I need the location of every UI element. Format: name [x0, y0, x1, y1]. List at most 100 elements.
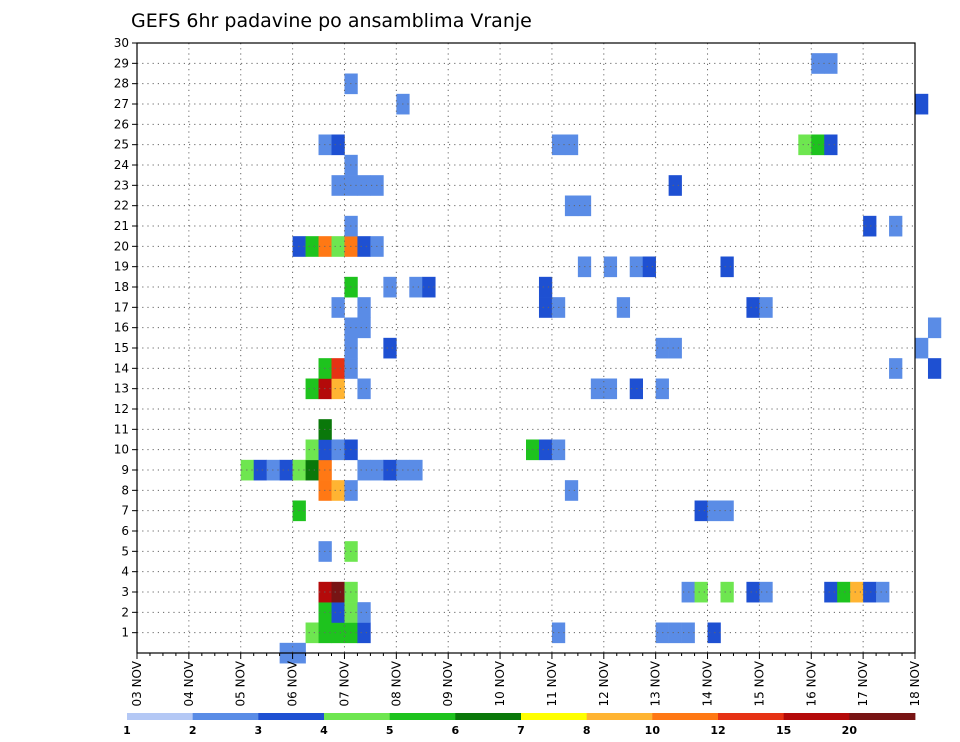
heatmap-cell	[590, 378, 605, 400]
x-tick-label: 18 NOV	[908, 660, 922, 706]
y-tick-label: 13	[114, 382, 129, 396]
heatmap-cell	[850, 581, 864, 603]
x-tick-label: 03 NOV	[130, 660, 144, 706]
heatmap-cell	[694, 581, 708, 603]
heatmap-cell	[876, 581, 890, 603]
y-tick-label: 23	[114, 178, 129, 192]
y-tick-label: 1	[121, 626, 129, 640]
x-tick-label: 13 NOV	[649, 660, 663, 706]
legend-swatch	[652, 713, 719, 720]
heatmap-cell	[824, 134, 838, 156]
x-tick-label: 05 NOV	[234, 660, 248, 706]
heatmap-cell	[305, 439, 319, 461]
heatmap-cell	[707, 622, 721, 644]
heatmap-cell	[707, 500, 721, 522]
heatmap-cell	[253, 459, 267, 481]
y-tick-label: 25	[114, 138, 129, 152]
y-tick-label: 30	[114, 36, 129, 50]
x-tick-label: 07 NOV	[337, 660, 351, 706]
x-tick-label: 09 NOV	[441, 660, 455, 706]
x-tick-label: 14 NOV	[701, 660, 715, 706]
y-tick-label: 16	[114, 321, 129, 335]
heatmap-cell	[279, 459, 293, 481]
heatmap-cell	[759, 297, 773, 318]
legend-label: 12	[710, 724, 725, 737]
heatmap-cell	[331, 378, 345, 400]
x-tick-label: 08 NOV	[389, 660, 403, 706]
y-tick-label: 19	[114, 260, 129, 274]
x-tick-label: 06 NOV	[286, 660, 300, 706]
y-tick-label: 2	[121, 605, 129, 619]
y-tick-label: 28	[114, 77, 129, 91]
legend-swatch	[389, 713, 456, 720]
heatmap-cell	[357, 459, 371, 481]
heatmap-cell	[915, 93, 929, 115]
legend-label: 7	[517, 724, 525, 737]
legend-label: 8	[583, 724, 591, 737]
heatmap-cell	[668, 337, 682, 359]
heatmap-cells	[240, 53, 942, 664]
heatmap-cell	[383, 337, 397, 359]
heatmap-cell	[889, 215, 903, 237]
heatmap-cell	[811, 53, 825, 74]
y-tick-label: 27	[114, 97, 129, 111]
heatmap-cell	[331, 236, 345, 257]
y-tick-label: 20	[114, 239, 129, 253]
x-axis: 03 NOV 04 NOV 05 NOV 06 NOV 07 NOV 08 NOV 09 N…	[130, 653, 922, 707]
heatmap-cell	[331, 480, 345, 501]
legend-swatch	[324, 713, 391, 720]
heatmap-cell	[331, 439, 345, 461]
heatmap-cell	[305, 378, 319, 400]
heatmap-cell	[863, 215, 877, 237]
x-tick-label: 11 NOV	[545, 660, 559, 706]
y-tick-label: 26	[114, 117, 129, 131]
heatmap-cell	[889, 358, 903, 379]
heatmap-cell	[863, 581, 877, 603]
heatmap-cell	[305, 459, 319, 481]
heatmap-cell	[668, 175, 682, 196]
legend-swatch	[718, 713, 785, 720]
heatmap-cell	[331, 297, 345, 318]
heatmap-cell	[927, 317, 942, 339]
heatmap-cell	[331, 622, 345, 644]
heatmap-cell	[357, 236, 371, 257]
heatmap-cell	[564, 134, 579, 156]
heatmap-cell	[746, 297, 760, 318]
heatmap-cell	[746, 581, 760, 603]
heatmap-cell	[927, 358, 942, 379]
y-tick-label: 11	[114, 422, 129, 436]
heatmap-cell	[331, 358, 345, 379]
legend-swatch	[783, 713, 850, 720]
y-tick-label: 29	[114, 56, 129, 70]
heatmap-cell	[357, 297, 371, 318]
heatmap-cell	[616, 297, 631, 318]
heatmap-cell	[668, 622, 682, 644]
heatmap-cell	[357, 378, 371, 400]
heatmap-cell	[357, 175, 371, 196]
y-tick-label: 10	[114, 443, 129, 457]
heatmap-cell	[798, 134, 812, 156]
heatmap-cell	[720, 500, 734, 522]
y-tick-label: 18	[114, 280, 129, 294]
y-axis: 1234567891011121314151617181920212223242…	[114, 36, 137, 640]
legend-swatch	[849, 713, 916, 720]
heatmap-cell	[824, 581, 838, 603]
y-tick-label: 17	[114, 300, 129, 314]
heatmap-cell	[642, 256, 656, 278]
y-tick-label: 15	[114, 341, 129, 355]
color-legend: 1 2 3 4 5 6 7 8 10 12 15 20	[123, 713, 916, 737]
heatmap-cell	[720, 256, 734, 278]
x-tick-label: 15 NOV	[752, 660, 766, 706]
x-tick-label: 12 NOV	[597, 660, 611, 706]
heatmap-cell	[383, 459, 397, 481]
legend-label: 5	[386, 724, 394, 737]
heatmap-cell	[915, 337, 929, 359]
legend-swatch	[521, 713, 588, 720]
heatmap-cell	[357, 602, 371, 623]
y-tick-label: 4	[121, 565, 129, 579]
legend-label: 2	[189, 724, 197, 737]
legend-label: 6	[452, 724, 460, 737]
heatmap-cell	[837, 581, 851, 603]
heatmap-cell	[720, 581, 734, 603]
